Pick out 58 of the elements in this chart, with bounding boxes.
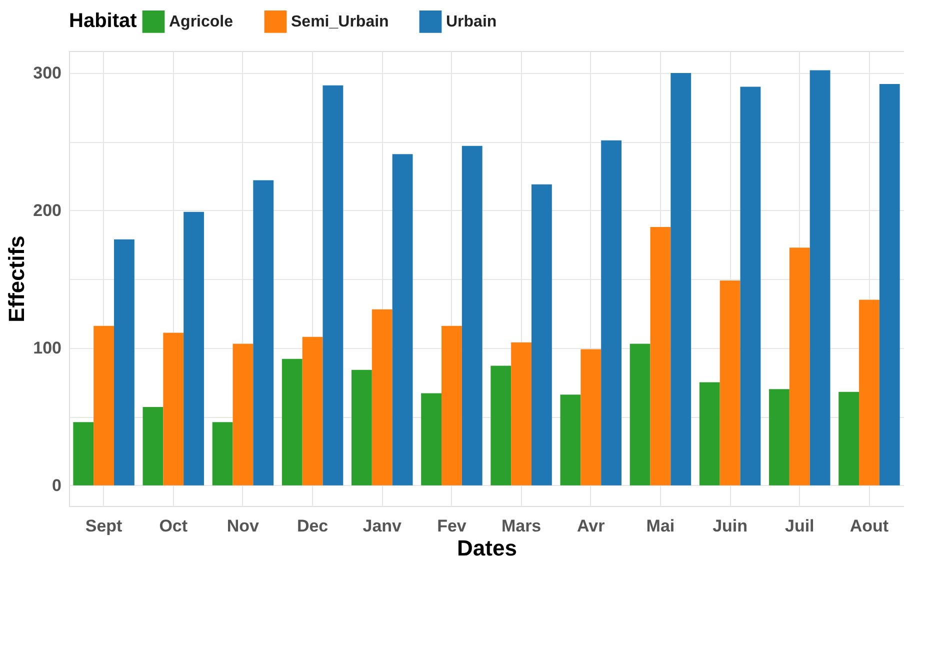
legend-label: Urbain [446, 14, 497, 31]
bar [352, 370, 372, 486]
bar [740, 86, 761, 486]
bar [490, 366, 512, 486]
bar [838, 392, 860, 486]
x-axis-title: Dates [457, 536, 517, 560]
bar [253, 180, 274, 486]
legend-title: Habitat [69, 10, 138, 32]
x-tick-label: Sept [85, 516, 123, 536]
bar [511, 342, 532, 486]
y-tick-label: 0 [52, 476, 62, 495]
bar [421, 393, 442, 486]
bar [630, 344, 650, 486]
bar [650, 226, 671, 486]
bar [232, 344, 254, 486]
bar [601, 140, 622, 486]
x-tick-label: Juin [712, 516, 748, 536]
bar [302, 336, 323, 486]
bar [282, 358, 302, 486]
x-tick-label: Avr [577, 516, 606, 536]
y-tick-label: 100 [33, 338, 62, 358]
bar [560, 394, 581, 486]
x-tick-label: Janv [362, 516, 402, 536]
bar [789, 248, 810, 486]
bar [769, 389, 790, 486]
bar [163, 332, 184, 486]
bar [670, 72, 692, 486]
x-tick-label: Fev [437, 516, 467, 536]
y-axis-title: Effectifs [4, 236, 30, 322]
legend-label: Semi_Urbain [291, 14, 389, 31]
bar [392, 154, 413, 486]
bar [531, 184, 552, 486]
bar [184, 212, 204, 486]
legend-label: Agricole [169, 14, 234, 31]
bar [142, 407, 164, 486]
bar [462, 146, 482, 486]
y-tick-label: 300 [33, 63, 62, 82]
x-tick-label: Aout [850, 516, 889, 536]
bar [580, 349, 602, 486]
bar [699, 382, 720, 486]
bar [212, 422, 233, 486]
x-tick-label: Oct [159, 516, 188, 536]
bar [810, 70, 830, 486]
x-tick-label: Dec [296, 516, 328, 536]
y-tick-label: 200 [33, 200, 62, 220]
x-tick-label: Juil [784, 516, 814, 536]
bar [442, 326, 462, 486]
bar [114, 239, 134, 486]
bar [859, 300, 880, 486]
x-tick-label: Mai [646, 516, 675, 536]
bar [73, 422, 94, 486]
x-tick-label: Mars [501, 516, 542, 536]
bar [94, 326, 114, 486]
bar [720, 280, 740, 486]
bar [322, 85, 344, 486]
x-tick-label: Nov [226, 516, 260, 536]
bar [372, 309, 392, 486]
bar [879, 84, 900, 486]
